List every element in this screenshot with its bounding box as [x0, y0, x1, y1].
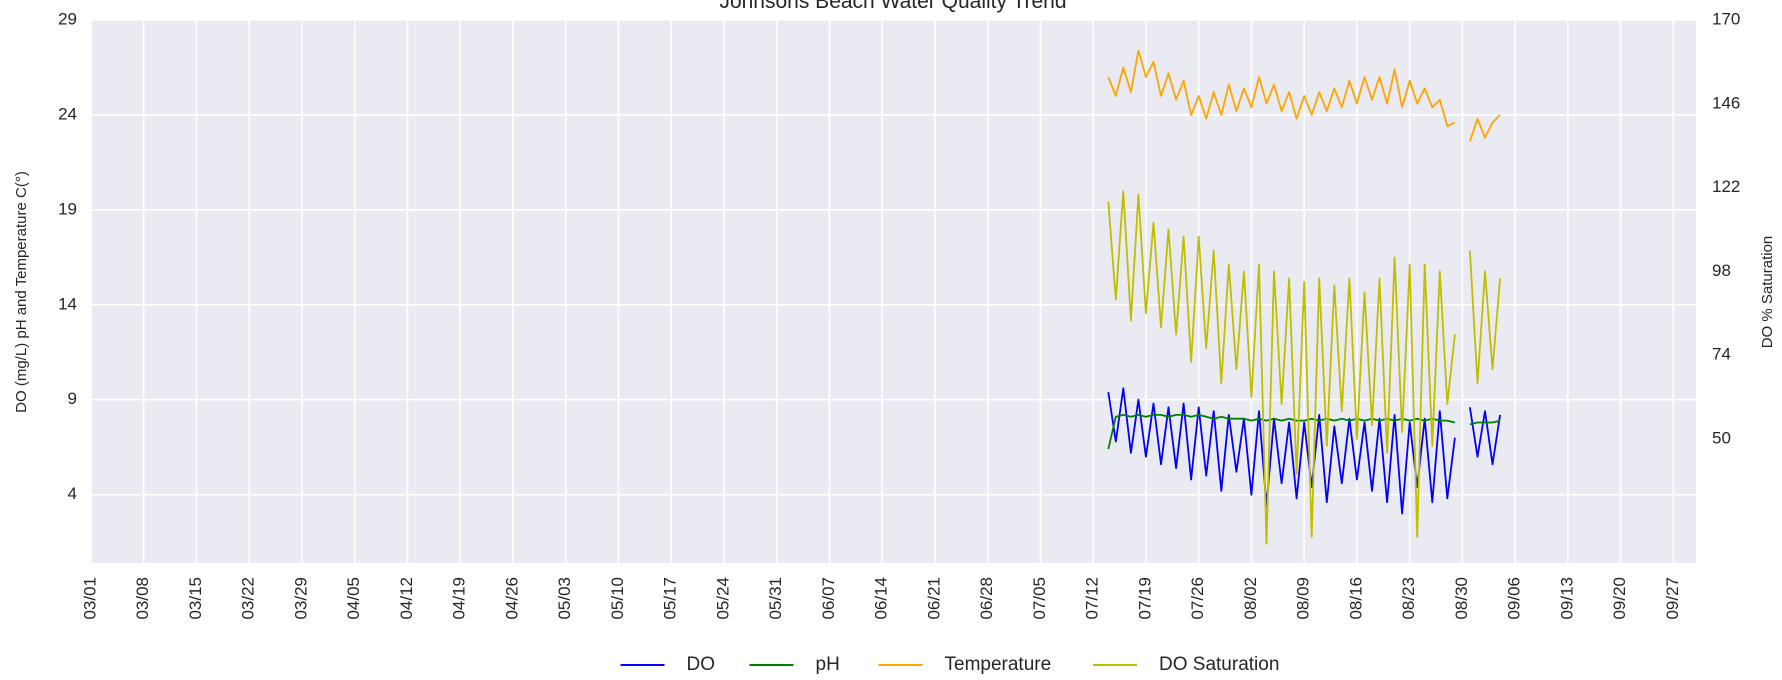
- y-tick-label: 19: [58, 199, 77, 218]
- x-tick-label: 06/14: [872, 577, 891, 620]
- y2-axis-label: DO % Saturation: [1759, 236, 1776, 349]
- y-tick-label: 29: [58, 9, 77, 28]
- x-tick-label: 09/13: [1557, 577, 1576, 620]
- grid: [90, 19, 1696, 563]
- y-tick-label: 24: [58, 104, 77, 123]
- legend-label: Temperature: [945, 654, 1052, 675]
- legend-label: DO Saturation: [1159, 654, 1279, 675]
- y-tick-label: 14: [58, 294, 77, 313]
- x-tick-label: 07/19: [1135, 577, 1154, 620]
- x-tick-label: 07/26: [1188, 577, 1207, 620]
- x-tick-label: 08/30: [1452, 577, 1471, 620]
- series-line: [1107, 387, 1501, 515]
- y2-tick-label: 146: [1712, 93, 1740, 112]
- y-axis-label: DO (mg/L) pH and Temperature C(°): [13, 171, 30, 413]
- x-tick-label: 06/07: [819, 577, 838, 620]
- plot-area: [91, 20, 1696, 563]
- x-tick-label: 03/22: [239, 577, 258, 620]
- y2-tick-label: 122: [1712, 177, 1740, 196]
- y2-tick-label: 74: [1712, 345, 1731, 364]
- lines: [1107, 49, 1501, 545]
- series-line: [1107, 414, 1501, 450]
- y-tick-label: 9: [68, 389, 77, 408]
- chart-title: Johnsons Beach Water Quality Trend: [719, 0, 1066, 13]
- x-tick-label: 08/09: [1294, 577, 1313, 620]
- series-line: [1107, 49, 1501, 142]
- x-tick-label: 09/06: [1505, 577, 1524, 620]
- x-tick-label: 08/02: [1241, 577, 1260, 620]
- x-tick-label: 05/31: [766, 577, 785, 620]
- x-tick-label: 09/27: [1663, 577, 1682, 620]
- x-tick-label: 07/12: [1083, 577, 1102, 620]
- x-tick-label: 04/05: [344, 577, 363, 620]
- series-line: [1107, 190, 1501, 545]
- x-tick-label: 07/05: [1030, 577, 1049, 620]
- y-tick-label: 4: [68, 484, 77, 503]
- y2-tick-label: 50: [1712, 429, 1731, 448]
- x-tick-label: 06/28: [977, 577, 996, 620]
- x-tick-label: 05/24: [713, 577, 732, 620]
- x-tick-label: 08/16: [1346, 577, 1365, 620]
- x-tick-label: 03/29: [291, 577, 310, 620]
- x-tick-label: 04/12: [397, 577, 416, 620]
- x-tick-label: 05/17: [661, 577, 680, 620]
- labels: 4 9 14 19 24 29 50 74 98 122 146 170 03/01 03/08 03/15…: [58, 9, 1740, 619]
- legend-label: DO: [687, 654, 716, 675]
- x-tick-label: 04/26: [502, 577, 521, 620]
- x-tick-label: 05/03: [555, 577, 574, 620]
- y2-tick-label: 170: [1712, 9, 1740, 28]
- x-tick-label: 09/20: [1610, 577, 1629, 620]
- legend: DO pH Temperature DO Saturation: [620, 654, 1279, 675]
- y2-tick-label: 98: [1712, 261, 1731, 280]
- x-tick-label: 03/08: [133, 577, 152, 620]
- x-tick-label: 05/10: [608, 577, 627, 620]
- x-tick-label: 06/21: [924, 577, 943, 620]
- x-tick-label: 04/19: [450, 577, 469, 620]
- x-tick-label: 03/01: [80, 577, 99, 620]
- x-tick-label: 08/23: [1399, 577, 1418, 620]
- legend-label: pH: [816, 654, 840, 675]
- x-tick-label: 03/15: [186, 577, 205, 620]
